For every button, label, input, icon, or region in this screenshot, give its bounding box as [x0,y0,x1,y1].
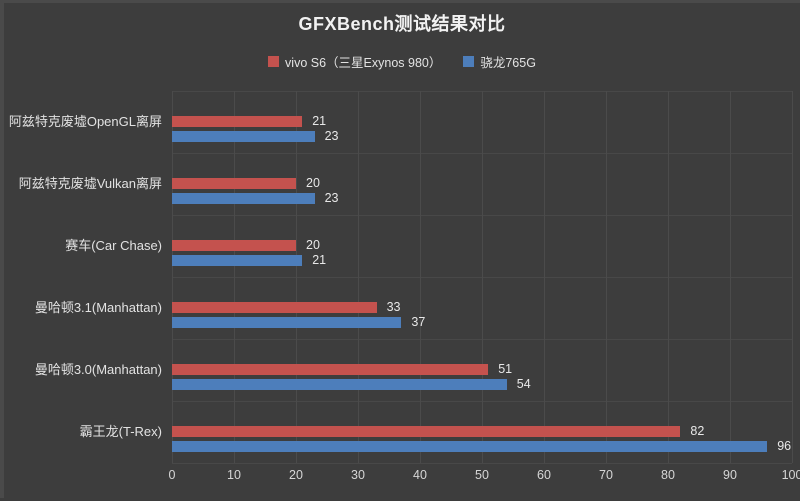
x-axis-tick-label: 30 [351,468,365,482]
x-axis-tick-label: 70 [599,468,613,482]
bar-value-label: 20 [306,176,320,190]
bar-series-1 [172,178,296,189]
bar-value-label: 51 [498,362,513,376]
bar-series-2 [172,441,768,452]
legend-swatch-icon [463,56,475,67]
vertical-gridline [792,91,793,463]
bar-value-label: 23 [324,191,339,205]
bar-series-1 [172,302,377,313]
bar-series-1 [172,426,681,437]
legend-label: 骁龙765G [480,56,536,70]
bar-value-label: 54 [516,377,531,391]
bar-value-label: 21 [312,253,327,267]
vertical-gridline [296,91,297,463]
bar-value-label: 33 [386,300,401,314]
vertical-gridline [358,91,359,463]
x-axis-tick-label: 40 [413,468,427,482]
x-axis-tick-label: 60 [537,468,551,482]
vertical-gridline [730,91,731,463]
bar-value-label: 82 [690,424,705,438]
bar-series-1 [172,240,296,251]
vertical-gridline [482,91,483,463]
bar-value-label: 96 [777,439,792,453]
x-axis-tick-label: 0 [168,468,176,482]
bar-series-1 [172,116,303,127]
vertical-gridline [544,91,545,463]
bar-series-1 [172,364,489,375]
vertical-gridline [234,91,235,463]
bar-value-label: 37 [411,315,426,329]
x-axis-tick-label: 10 [227,468,241,482]
plot-area: 0 10 20 30 40 50 60 70 80 90 100 阿兹特克废墟OpenGL离屏 21 23… [4,3,800,501]
bar-series-2 [172,255,303,266]
bar-value-label: 20 [306,238,320,252]
x-axis-tick-label: 50 [475,468,489,482]
vertical-gridline [420,91,421,463]
bar-series-2 [172,317,402,328]
x-axis-tick-label: 90 [723,468,737,482]
legend-swatch-icon [268,56,280,67]
bar-series-2 [172,131,315,142]
x-axis-tick-label: 20 [289,468,303,482]
legend-item: vivo S6（三星Exynos 980） [268,52,441,71]
category-label: 阿兹特克废墟OpenGL离屏 [8,114,162,129]
legend-item: 骁龙765G [463,52,536,71]
vertical-gridline [668,91,669,463]
vertical-gridline [606,91,607,463]
vertical-gridline [172,91,173,463]
category-label: 曼哈顿3.0(Manhattan) [34,362,162,377]
category-label: 阿兹特克废墟Vulkan离屏 [18,176,162,191]
category-label: 赛车(Car Chase) [65,238,162,253]
category-label: 霸王龙(T-Rex) [79,424,162,439]
bar-value-label: 21 [312,114,327,128]
bar-series-2 [172,379,507,390]
legend-label: vivo S6（三星Exynos 980） [285,56,442,70]
chart-legend: vivo S6（三星Exynos 980） 骁龙765G [4,52,800,71]
category-label: 曼哈顿3.1(Manhattan) [34,300,162,315]
bar-value-label: 23 [324,129,339,143]
bar-series-2 [172,193,315,204]
x-axis-tick-label: 80 [661,468,675,482]
chart-title: GFXBench测试结果对比 [298,14,506,34]
x-axis-tick-label: 100 [781,468,800,482]
horizontal-gridline [172,463,792,464]
